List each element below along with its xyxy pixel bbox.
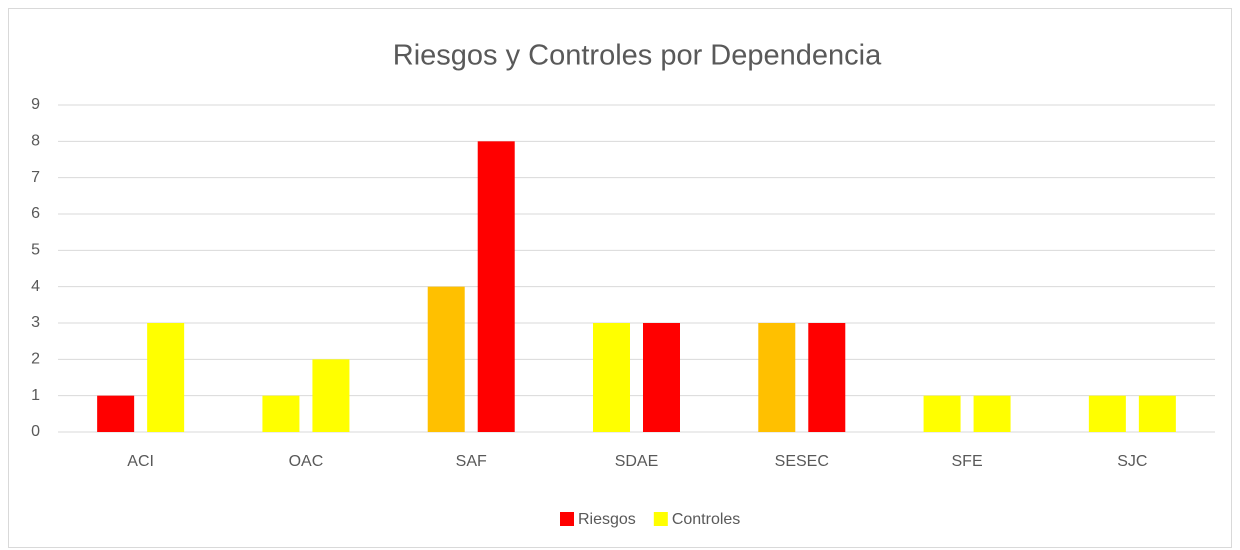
bar: [262, 395, 300, 432]
legend-swatch: [653, 512, 668, 526]
x-tick-label: SDAE: [615, 453, 659, 470]
bar: [758, 323, 796, 432]
y-tick-label: 3: [31, 314, 40, 331]
bar: [147, 323, 185, 432]
y-tick-label: 0: [31, 423, 40, 440]
legend-label: Controles: [672, 511, 740, 528]
y-tick-label: 2: [31, 351, 40, 368]
bar: [427, 286, 465, 432]
bar: [97, 395, 135, 432]
y-tick-label: 9: [31, 96, 40, 113]
y-tick-label: 7: [31, 169, 40, 186]
y-tick-label: 1: [31, 387, 40, 404]
chart-title: Riesgos y Controles por Dependencia: [393, 40, 882, 72]
y-tick-label: 8: [31, 133, 40, 150]
bar: [808, 323, 846, 432]
bar: [1138, 395, 1176, 432]
bar: [477, 141, 515, 433]
x-tick-label: SFE: [952, 453, 983, 470]
x-tick-label: SAF: [456, 453, 487, 470]
bar: [923, 395, 961, 432]
y-tick-label: 6: [31, 205, 40, 222]
y-tick-label: 5: [31, 242, 40, 259]
bar: [1088, 395, 1126, 432]
bar: [643, 323, 680, 432]
x-tick-label: SJC: [1117, 453, 1147, 470]
bar: [312, 359, 350, 432]
chart-border: [8, 8, 1232, 548]
legend-swatch: [560, 512, 574, 526]
x-tick-label: ACI: [127, 453, 154, 470]
legend-label: Riesgos: [578, 511, 636, 528]
x-tick-label: OAC: [289, 453, 324, 470]
x-tick-label: SESEC: [775, 453, 829, 470]
bar: [973, 395, 1011, 432]
y-tick-label: 4: [31, 278, 40, 295]
bar: [593, 323, 630, 432]
